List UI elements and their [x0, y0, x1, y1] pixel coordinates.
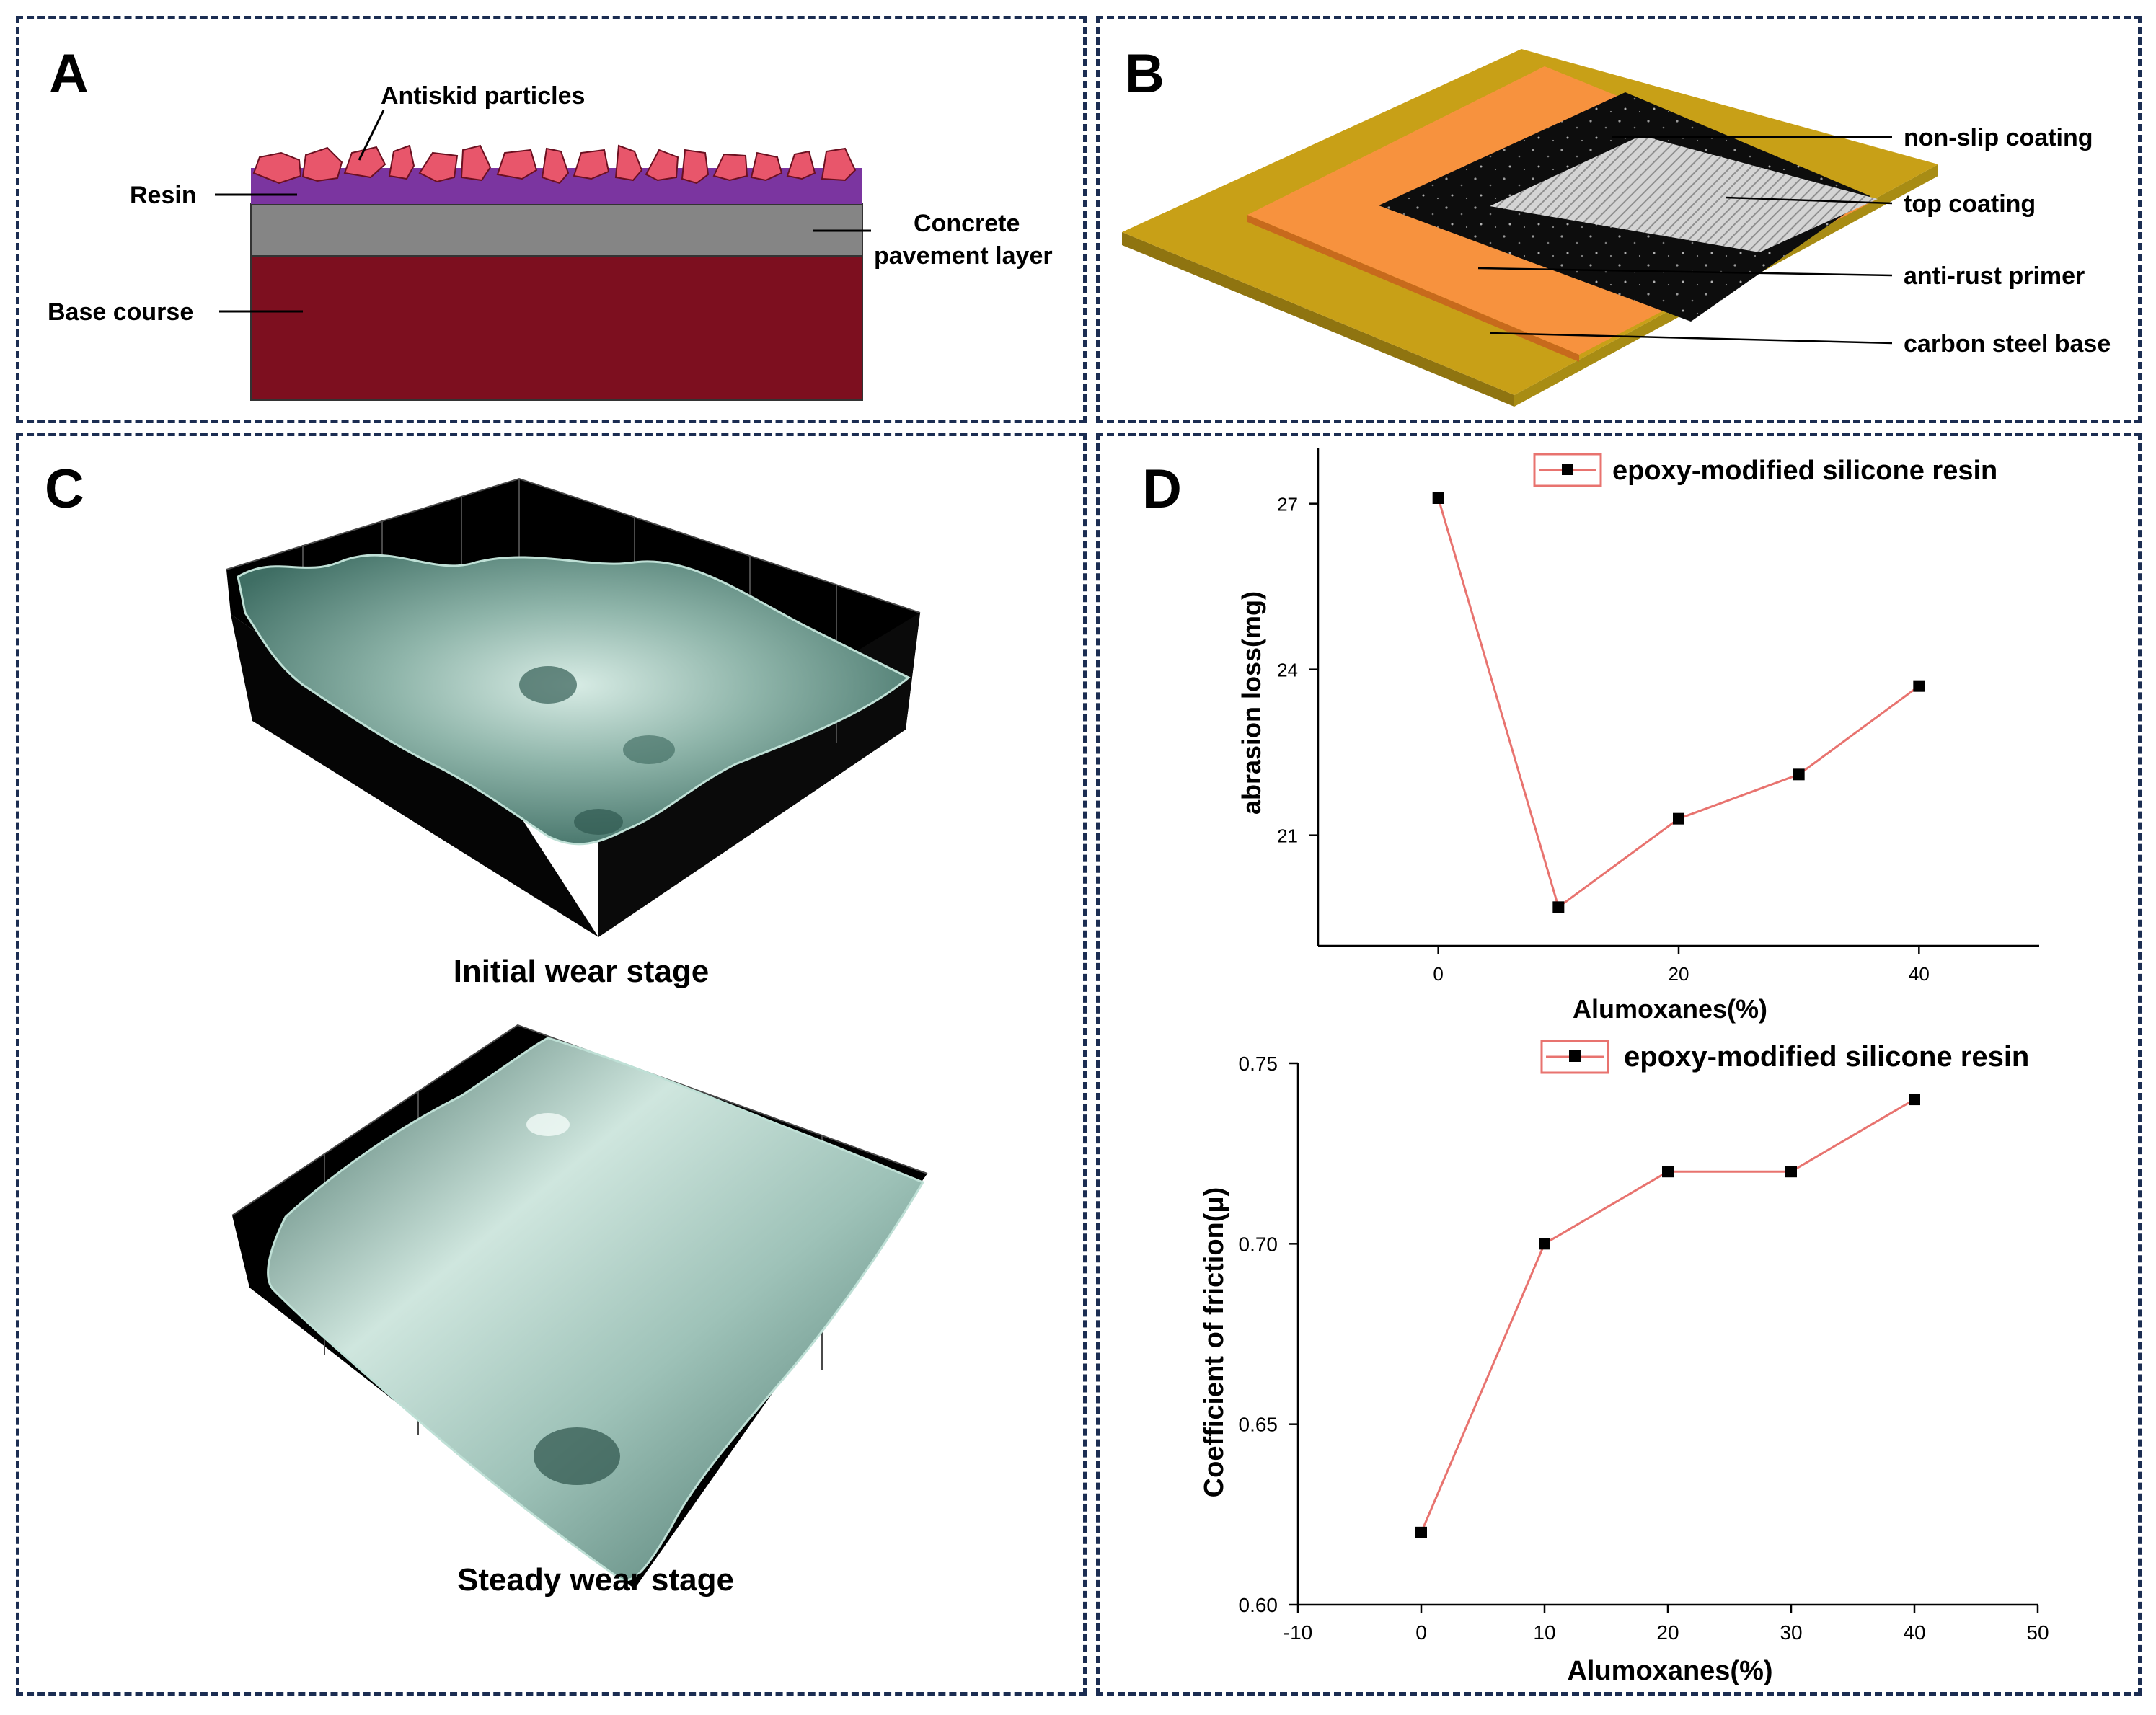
chart2-legend: epoxy-modified silicone resin [1540, 1040, 2029, 1074]
x-tick-label: 0 [1433, 963, 1443, 985]
chart1-series-line [1437, 497, 1920, 909]
data-point [1909, 1094, 1920, 1106]
concrete-layer [250, 203, 863, 257]
series-line [1437, 497, 1920, 909]
chart1-markers [1432, 492, 1925, 913]
y-tick-label: 0.60 [1239, 1594, 1278, 1616]
chart2-markers [1415, 1094, 1920, 1538]
panel-b-letter: B [1125, 43, 1165, 105]
friction-chart: -10 0 10 20 30 40 50 0.60 0.65 0.70 0.75 Alumoxane… [1199, 1040, 2049, 1686]
data-point [1662, 1166, 1674, 1178]
x-tick-label: 40 [1909, 963, 1930, 985]
panel-a-leaders [215, 110, 871, 313]
abrasion-loss-chart: 0 20 40 21 24 27 Alumoxanes(%) abrasion loss(… [1237, 448, 2039, 1024]
x-tick-label: 10 [1533, 1621, 1555, 1644]
panel-b-frame [1096, 16, 2142, 423]
chart2-legend-label: epoxy-modified silicone resin [1624, 1041, 2029, 1073]
label-top-coating: top coating [1904, 190, 2036, 218]
chart2-axes [1296, 1063, 2038, 1606]
x-tick-label: 20 [1669, 963, 1689, 985]
chart1-legend-key [1533, 453, 1602, 487]
x-tick-label: 30 [1780, 1621, 1802, 1644]
series-line [1420, 1098, 1915, 1533]
x-tick-label: 50 [2026, 1621, 2049, 1644]
label-non-slip-coating: non-slip coating [1904, 124, 2093, 151]
data-point [1913, 680, 1925, 692]
y-tick-label: 27 [1277, 494, 1298, 515]
panel-d-letter: D [1142, 458, 1182, 520]
chart1-ylabel: abrasion loss(mg) [1237, 591, 1266, 815]
label-resin: Resin [130, 182, 197, 209]
caption-steady-wear: Steady wear stage [457, 1562, 734, 1597]
panel-a-frame [16, 16, 1087, 423]
chart1-xlabel: Alumoxanes(%) [1573, 994, 1767, 1024]
panel-a-letter: A [49, 43, 89, 105]
chart2-xlabel: Alumoxanes(%) [1567, 1656, 1772, 1686]
chart1-legend: epoxy-modified silicone resin [1533, 453, 1997, 487]
x-tick-label: 0 [1415, 1621, 1427, 1644]
chart1-ticks: 0 20 40 21 24 27 [1277, 494, 1930, 985]
data-point [1785, 1166, 1797, 1178]
y-tick-label: 0.65 [1239, 1414, 1278, 1436]
top-coating-layer [1490, 136, 1878, 252]
steady-wear-surface-plot [231, 1024, 928, 1589]
x-tick-label: 20 [1656, 1621, 1679, 1644]
data-point [1415, 1526, 1427, 1538]
chart2-ticks: -10 0 10 20 30 40 50 0.60 0.65 0.70 0.75 [1239, 1053, 2049, 1644]
antiskid-particles [252, 144, 857, 185]
data-point [1432, 492, 1444, 504]
label-anti-rust-primer: anti-rust primer [1904, 262, 2085, 290]
chart2-series-line [1420, 1098, 1915, 1533]
panel-c-letter: C [45, 458, 84, 520]
y-tick-label: 21 [1277, 825, 1298, 847]
chart1-legend-label: epoxy-modified silicone resin [1612, 456, 1997, 486]
initial-wear-surface-plot [226, 477, 921, 937]
chart2-legend-key [1540, 1040, 1609, 1074]
x-tick-label: -10 [1284, 1621, 1312, 1644]
data-point [1539, 1238, 1550, 1250]
label-concrete-1: Concrete [914, 210, 1020, 237]
panel-c-frame [16, 433, 1087, 1696]
label-concrete-2: pavement layer [874, 242, 1053, 270]
data-point [1673, 812, 1684, 825]
base-course-layer [250, 255, 863, 401]
y-tick-label: 0.75 [1239, 1053, 1278, 1075]
caption-initial-wear: Initial wear stage [454, 954, 710, 989]
data-point [1793, 768, 1805, 781]
x-tick-label: 40 [1903, 1621, 1925, 1644]
panel-d-frame [1096, 433, 2142, 1696]
panel-b-leaders [1477, 136, 1893, 345]
data-point [1552, 901, 1565, 913]
y-tick-label: 24 [1277, 660, 1298, 681]
chart2-ylabel: Coefficient of friction(μ) [1199, 1187, 1229, 1498]
label-base-course: Base course [48, 298, 193, 326]
label-carbon-steel-base: carbon steel base [1904, 330, 2111, 358]
label-antiskid-particles: Antiskid particles [381, 82, 585, 110]
y-tick-label: 0.70 [1239, 1233, 1278, 1255]
chart1-axes [1317, 448, 2039, 947]
